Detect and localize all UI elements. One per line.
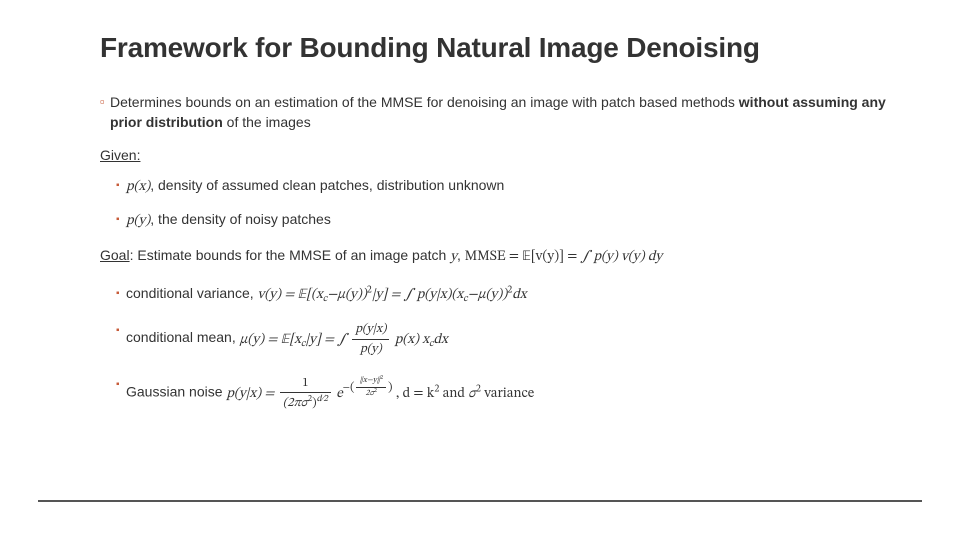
v-mid1: −μ(y)) — [327, 288, 367, 302]
given-item-2-content: p(y), the density of noisy patches — [126, 209, 900, 231]
g-num: 1 — [280, 374, 331, 392]
variance-math: v(y) = 𝔼[(xc−μ(y))2|y] = ∫ p(y|x)(xc−μ(y… — [258, 288, 527, 302]
g-and: and — [439, 387, 468, 401]
given-label-row: Given: — [100, 145, 900, 165]
m-frac-den: p(y) — [352, 339, 389, 358]
def-variance-content: conditional variance, v(y) = 𝔼[(xc−μ(y))… — [126, 283, 900, 306]
g-tail-d: , d = k — [396, 387, 435, 401]
paren-open-icon: ( — [350, 380, 355, 393]
math-py: p(y) — [126, 214, 150, 228]
gaussian-math: p(y|x) = 1 (2πσ2)d⁄2 e −( ‖x−y‖2 2σ2 ) ,… — [226, 387, 534, 401]
v-tail: dx — [512, 288, 526, 302]
intro-row: ▫ Determines bounds on an estimation of … — [100, 92, 900, 133]
g-var-word: variance — [481, 387, 534, 401]
g-exp-den: 2σ2 — [356, 387, 386, 400]
mmse-integral: ∫ p(y) v(y) dy — [581, 250, 663, 264]
m-mid2: p(x) x — [395, 333, 429, 347]
bullet-icon: ▪ — [116, 287, 126, 302]
gaussian-main-fraction: 1 (2πσ2)d⁄2 — [280, 374, 331, 412]
goal-prefix: : Estimate bounds for the MMSE of an ima… — [130, 247, 451, 263]
mmse-lhs: MMSE = 𝔼[v(y)] = — [465, 250, 581, 264]
def-gaussian-content: Gaussian noise p(y|x) = 1 (2πσ2)d⁄2 e −(… — [126, 374, 900, 412]
goal-var: y — [450, 250, 457, 264]
m-frac-num: p(y|x) — [352, 320, 389, 338]
def-variance: ▪ conditional variance, v(y) = 𝔼[(xc−μ(y… — [100, 283, 900, 306]
intro-suffix: of the images — [223, 114, 311, 130]
v-lhs: v(y) = 𝔼[(x — [258, 288, 323, 302]
v-mid3: −μ(y)) — [468, 288, 508, 302]
mean-math: μ(y) = 𝔼[xc|y] = ∫ p(y|x) p(y) p(x) xcdx — [240, 333, 448, 347]
bullet-icon: ▪ — [116, 324, 126, 339]
given-2-text: , the density of noisy patches — [150, 211, 331, 227]
mean-label: conditional mean, — [126, 330, 240, 346]
gaussian-label: Gaussian noise — [126, 384, 226, 400]
g-lhs: p(y|x) = — [226, 387, 277, 401]
g-den: (2πσ2)d⁄2 — [280, 392, 331, 412]
goal-row: Goal: Estimate bounds for the MMSE of an… — [100, 244, 900, 269]
goal-label: Goal — [100, 247, 130, 263]
bullet-icon: ▪ — [116, 179, 126, 194]
slide: Framework for Bounding Natural Image Den… — [0, 0, 960, 540]
slide-title: Framework for Bounding Natural Image Den… — [100, 32, 900, 64]
slide-body: ▫ Determines bounds on an estimation of … — [100, 92, 900, 412]
bullet-icon: ▫ — [100, 93, 110, 112]
intro-text: Determines bounds on an estimation of th… — [110, 92, 900, 133]
bottom-divider — [38, 500, 922, 502]
m-tail: dx — [434, 333, 448, 347]
g-den-base: (2πσ — [283, 396, 308, 409]
variance-label: conditional variance, — [126, 285, 258, 301]
bullet-icon: ▪ — [116, 213, 126, 228]
paren-close-icon: ) — [388, 380, 393, 393]
m-mid1: |y] = ∫ — [305, 333, 350, 347]
g-exp-num: ‖x−y‖2 — [356, 375, 386, 387]
given-item-1-content: p(x), density of assumed clean patches, … — [126, 175, 900, 197]
given-1-text: , density of assumed clean patches, dist… — [150, 177, 504, 193]
goal-mmse: MMSE = 𝔼[v(y)] = ∫ p(y) v(y) dy — [465, 250, 662, 264]
given-item-2: ▪ p(y), the density of noisy patches — [100, 209, 900, 231]
given-item-1: ▪ p(x), density of assumed clean patches… — [100, 175, 900, 197]
def-mean: ▪ conditional mean, μ(y) = 𝔼[xc|y] = ∫ p… — [100, 320, 900, 358]
m-lhs: μ(y) = 𝔼[x — [240, 333, 301, 347]
goal-comma: , — [457, 247, 465, 263]
gaussian-exponent: −( ‖x−y‖2 2σ2 ) — [343, 375, 393, 400]
g-exp-minus: − — [343, 382, 350, 392]
g-den-e2: d⁄2 — [317, 395, 328, 404]
bullet-icon: ▪ — [116, 378, 126, 393]
def-gaussian: ▪ Gaussian noise p(y|x) = 1 (2πσ2)d⁄2 e … — [100, 374, 900, 412]
v-mid2: |y] = ∫ p(y|x)(x — [372, 288, 463, 302]
math-px: p(x) — [126, 180, 150, 194]
gaussian-exp-fraction: ‖x−y‖2 2σ2 — [356, 375, 386, 400]
g-sigma: σ — [468, 387, 476, 401]
intro-prefix: Determines bounds on an estimation of th… — [110, 94, 739, 110]
given-label: Given: — [100, 147, 140, 163]
mean-fraction: p(y|x) p(y) — [352, 320, 389, 358]
def-mean-content: conditional mean, μ(y) = 𝔼[xc|y] = ∫ p(y… — [126, 320, 900, 358]
